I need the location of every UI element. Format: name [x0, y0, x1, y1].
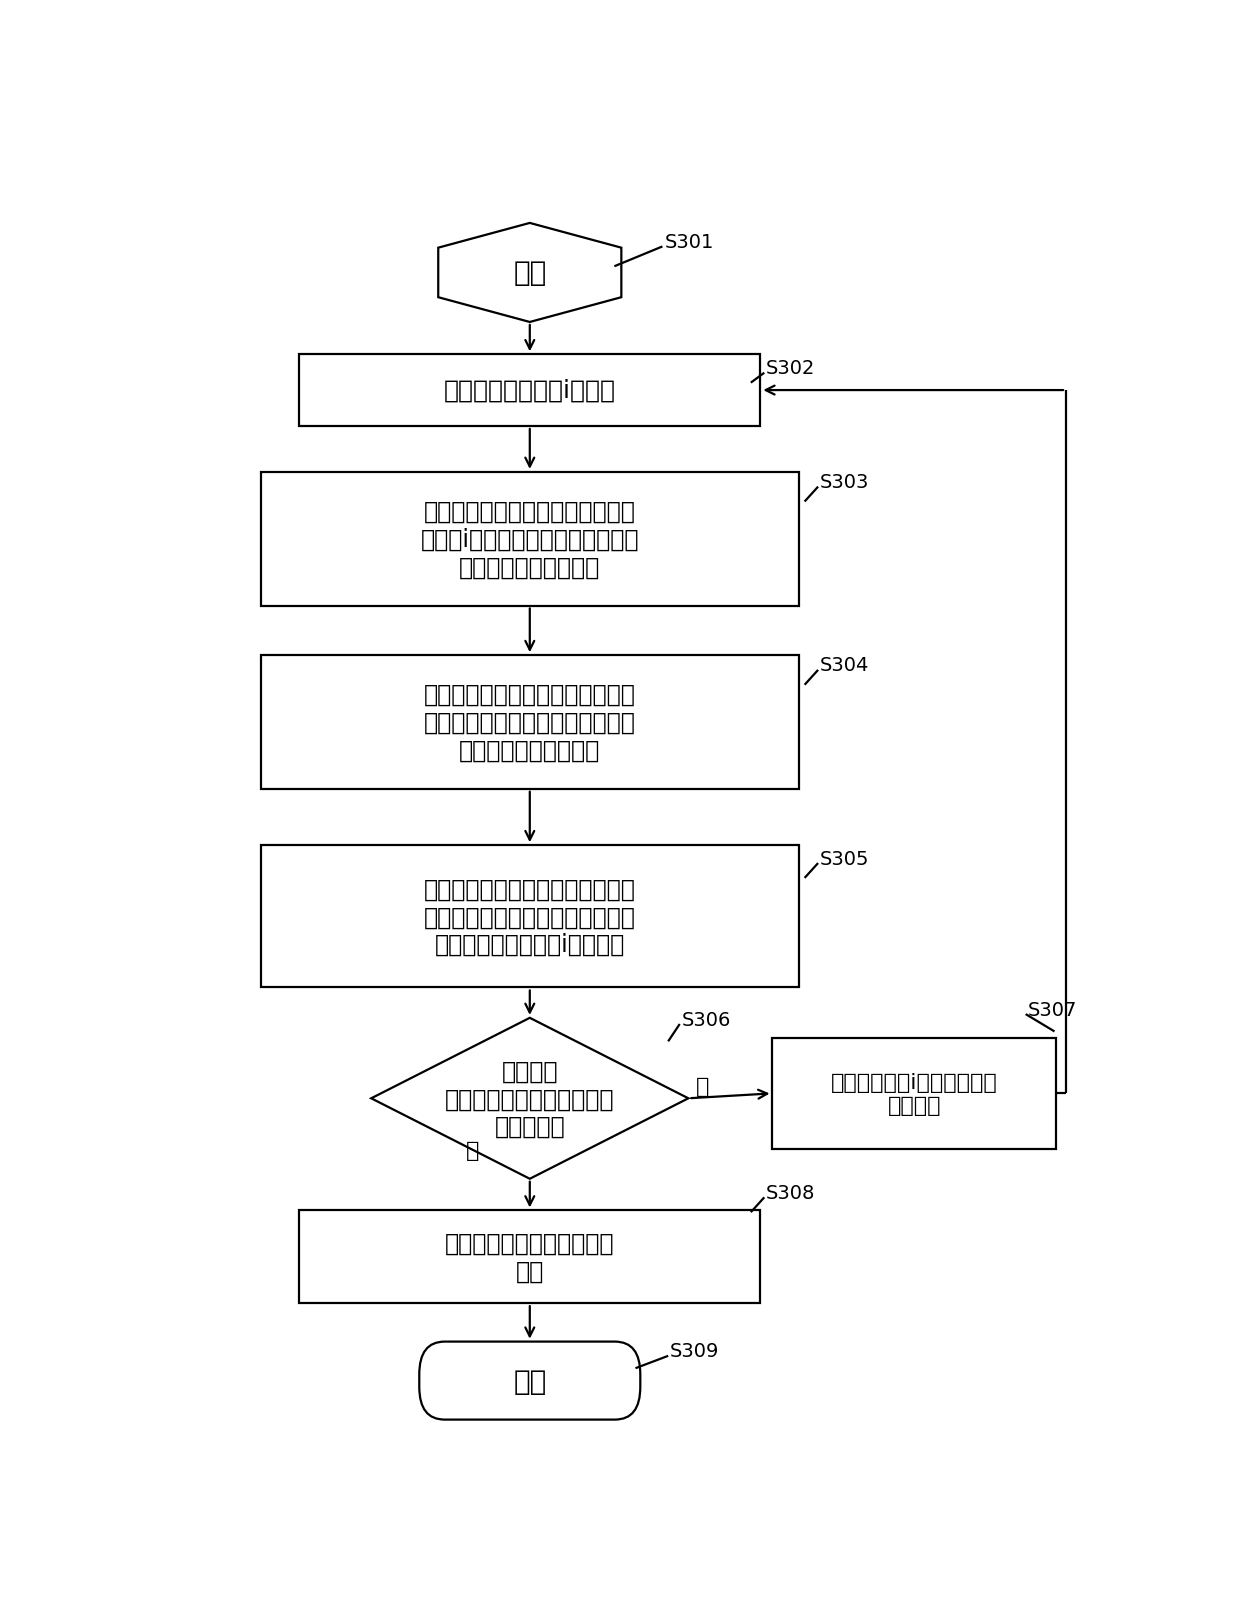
Bar [299, 355, 760, 427]
Text: S303: S303 [820, 472, 869, 492]
Text: 计算所有像素点的像素邻域与目标
像素点i的像素邻域之间的第一欧氏
距离以及第二欧氏距离: 计算所有像素点的像素邻域与目标 像素点i的像素邻域之间的第一欧氏 距离以及第二欧… [420, 500, 639, 579]
Text: 结束: 结束 [513, 1366, 547, 1395]
Text: 否: 否 [696, 1077, 709, 1096]
Bar [260, 845, 799, 988]
Text: S306: S306 [682, 1009, 732, 1028]
Text: 将目标像素点i移动至下一个
待处理点: 将目标像素点i移动至下一个 待处理点 [831, 1072, 997, 1115]
Text: S302: S302 [766, 358, 816, 378]
Bar [260, 472, 799, 606]
Text: 基于第一权值和第二权值对所有像
素点的像素值进行归一化的加权叠
加，得到目标像素点i的重建值: 基于第一权值和第二权值对所有像 素点的像素值进行归一化的加权叠 加，得到目标像素… [424, 877, 636, 956]
Text: 计算未处理的多角度图像中所有像
素点的第一权值，以及参考图像中
所有像素点的第二权值: 计算未处理的多角度图像中所有像 素点的第一权值，以及参考图像中 所有像素点的第二… [424, 683, 636, 762]
Text: 未处理的
多角度图像中所有像素点是
否处理完毕: 未处理的 多角度图像中所有像素点是 否处理完毕 [445, 1059, 615, 1138]
Text: 是: 是 [465, 1141, 479, 1160]
Text: S305: S305 [820, 848, 869, 868]
Text: 开始: 开始 [513, 259, 547, 288]
Bar [260, 656, 799, 789]
Text: 输出重构图像作为新的参考
图像: 输出重构图像作为新的参考 图像 [445, 1231, 615, 1282]
Text: 初始化目标像素点i的取值: 初始化目标像素点i的取值 [444, 379, 616, 403]
Bar [773, 1038, 1056, 1149]
Text: S307: S307 [1028, 1000, 1078, 1019]
Bar [299, 1210, 760, 1303]
Text: S301: S301 [665, 233, 714, 252]
Text: S309: S309 [670, 1342, 719, 1361]
Text: S304: S304 [820, 656, 869, 675]
Text: S308: S308 [766, 1183, 816, 1202]
